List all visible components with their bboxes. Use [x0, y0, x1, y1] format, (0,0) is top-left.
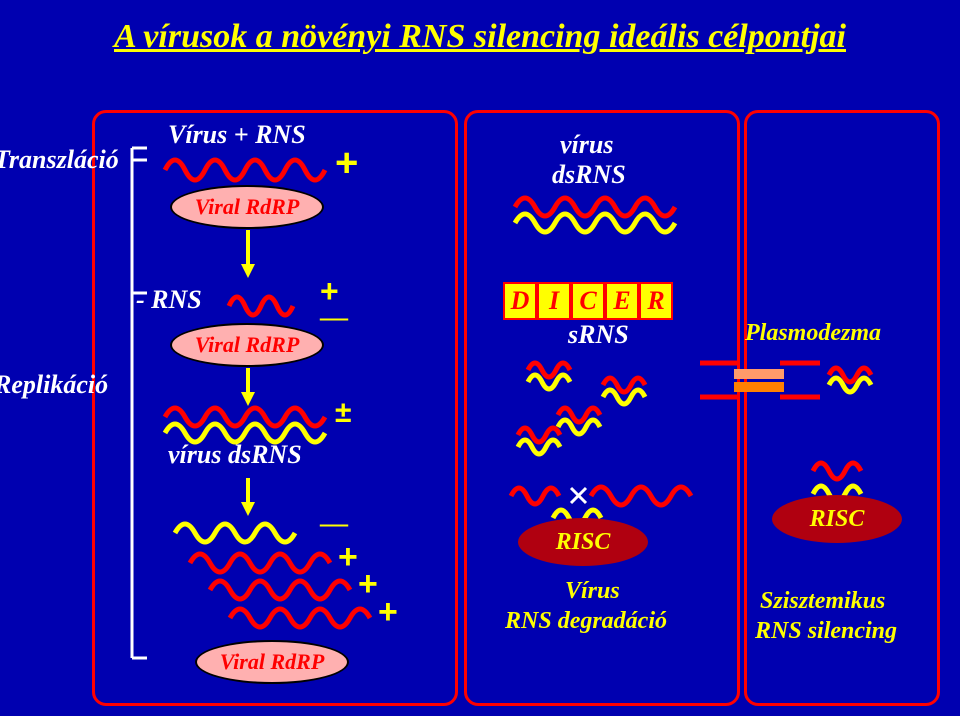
arrow-1 [238, 230, 258, 280]
plus-c2: + [358, 567, 378, 601]
wave-right-red [808, 455, 868, 479]
ellipse-risc-mid: RISC [518, 518, 648, 566]
wave-top-red [160, 150, 325, 180]
label-plasmodezma: Plasmodezma [745, 320, 881, 347]
wave-red-cascade-1 [185, 545, 335, 571]
wave-red-cascade-3 [225, 600, 375, 626]
page-title: A vírusok a növényi RNS silencing ideáli… [114, 18, 846, 56]
wave-dsrns-mid [510, 195, 675, 233]
label-virus-plus-rns: Vírus + RNS [168, 120, 306, 150]
label-degr-1: Vírus [565, 578, 620, 605]
panel-right [744, 110, 940, 706]
dicer-i: I [537, 282, 571, 320]
plus-c3: + [378, 595, 398, 629]
srns-waves [498, 350, 698, 455]
plus-minus-2: ± [335, 398, 351, 428]
label-viral-rdrp-3: Viral RdRP [220, 649, 325, 675]
label-virus-dsrns-l: vírus dsRNS [168, 440, 302, 470]
ellipse-viral-rdrp-2: Viral RdRP [170, 323, 324, 367]
wave-yellow-mid [170, 515, 310, 541]
ellipse-viral-rdrp-3: Viral RdRP [195, 640, 349, 684]
wave-dsrns-left [160, 405, 325, 443]
label-minus-rns: - RNS [136, 285, 202, 315]
wave-red-cascade-2 [205, 572, 355, 598]
plus-c1: + [338, 540, 358, 574]
label-replikacio: Replikáció [0, 370, 108, 400]
label-degr-2: RNS degradáció [505, 608, 667, 635]
label-sziszt-2: RNS silencing [755, 618, 897, 645]
ellipse-viral-rdrp-1: Viral RdRP [170, 185, 324, 229]
label-viral-rdrp-1: Viral RdRP [195, 194, 300, 220]
dicer-d: D [503, 282, 537, 320]
label-risc-mid: RISC [556, 529, 611, 556]
label-virus-mid: vírus [560, 130, 613, 160]
label-sziszt-1: Szisztemikus [760, 588, 885, 615]
ellipse-risc-right: RISC [772, 495, 902, 543]
label-dsrns-mid: dsRNS [552, 160, 626, 190]
label-transzlacio: Transzláció [0, 145, 119, 175]
vertical-white-line [122, 148, 142, 668]
srns-right-1 [824, 363, 884, 391]
plus-top: + [335, 143, 358, 183]
plasmodesma [700, 355, 820, 405]
minus-1: — [320, 304, 348, 332]
dicer-e: E [605, 282, 639, 320]
label-srns: sRNS [568, 320, 629, 350]
minus-2: — [320, 510, 348, 538]
wave-minus-rns [224, 288, 294, 314]
arrow-2 [238, 368, 258, 408]
dicer-c: C [571, 282, 605, 320]
dicer-r: R [639, 282, 673, 320]
arrow-3 [238, 478, 258, 518]
label-viral-rdrp-2: Viral RdRP [195, 332, 300, 358]
label-risc-right: RISC [810, 506, 865, 533]
